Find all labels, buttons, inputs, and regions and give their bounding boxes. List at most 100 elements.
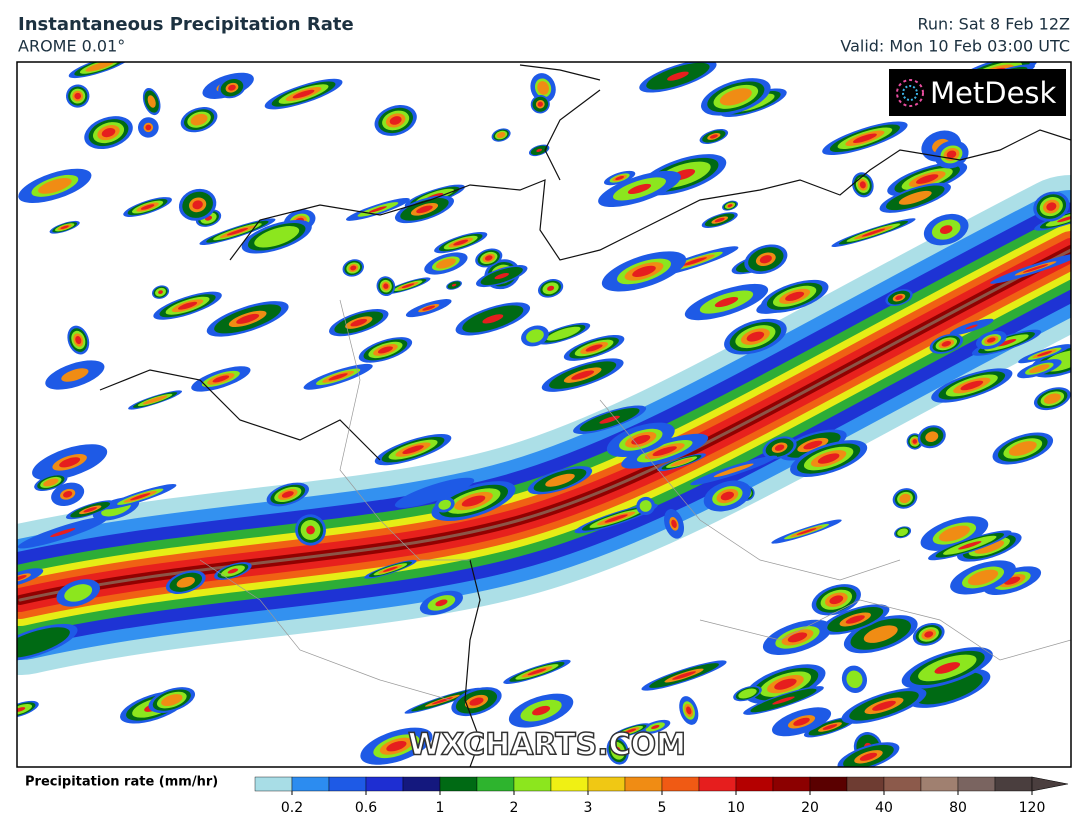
logo-mark xyxy=(896,79,924,107)
colorbar-arrow xyxy=(1031,776,1069,792)
precip-cell xyxy=(383,566,398,572)
precip-cell xyxy=(74,92,82,100)
colorbar-cell xyxy=(994,776,1033,792)
precip-cell xyxy=(416,205,433,214)
colorbar-tick-label: 0.2 xyxy=(281,800,303,816)
precip-cell xyxy=(774,444,785,451)
colorbar-cell xyxy=(624,776,663,792)
precip-cell xyxy=(817,453,840,464)
precip-cell xyxy=(1046,202,1057,211)
precip-cell xyxy=(859,181,866,189)
precip-cell xyxy=(438,499,452,510)
precip-cell xyxy=(672,671,696,680)
precip-cell xyxy=(714,296,739,308)
precip-cell xyxy=(140,204,155,210)
colorbar-cell xyxy=(365,776,404,792)
precip-cell xyxy=(895,295,903,300)
precip-cell xyxy=(64,584,93,602)
colorbar-cell xyxy=(772,776,811,792)
precip-cell xyxy=(377,346,393,354)
colorbar: 0.2 0.6 1 2 3 5 10 20 40 80 120 xyxy=(254,776,1069,816)
colorbar-cell xyxy=(328,776,367,792)
precip-cell xyxy=(526,329,544,343)
precip-cell xyxy=(793,717,810,726)
colorbar-tick-label: 5 xyxy=(658,800,667,816)
precip-cell xyxy=(859,752,878,761)
precip-cell xyxy=(328,373,348,381)
precip-cell xyxy=(846,670,863,689)
precip-cell xyxy=(958,541,982,550)
precip-cell xyxy=(545,473,575,487)
precip-cell xyxy=(212,375,230,383)
precip-cell xyxy=(236,313,260,324)
colorbar-cell xyxy=(476,776,515,792)
title: Instantaneous Precipitation Rate xyxy=(18,14,354,35)
precip-cell xyxy=(401,283,415,289)
precip-cell xyxy=(368,206,387,213)
precip-cell xyxy=(38,178,72,194)
colorbar-cell xyxy=(920,776,959,792)
colorbar-tick-label: 10 xyxy=(727,800,745,816)
precip-cell xyxy=(383,283,389,289)
precip-cell xyxy=(960,380,984,391)
precip-cell xyxy=(652,446,677,457)
precip-cell xyxy=(615,176,625,181)
precip-cell xyxy=(192,200,203,210)
precip-cell xyxy=(774,678,797,690)
precip-cell xyxy=(254,226,300,248)
colorbar-cell xyxy=(254,776,293,792)
precip-cell xyxy=(394,477,475,508)
precip-band xyxy=(18,248,1071,602)
precip-cell xyxy=(422,305,436,311)
precip-cell xyxy=(604,514,628,523)
precip-cell xyxy=(63,491,73,498)
colorbar-cell xyxy=(957,776,996,792)
precip-cell xyxy=(147,95,156,108)
precip-cell xyxy=(532,705,551,716)
precip-cell xyxy=(720,491,734,501)
precip-cell xyxy=(803,440,823,450)
borders xyxy=(199,299,1071,701)
precip-cell xyxy=(435,258,456,269)
precip-cell xyxy=(759,255,772,264)
colorbar-tick-label: 80 xyxy=(949,800,967,816)
precip-cell xyxy=(631,434,651,445)
precip-cell xyxy=(714,217,725,223)
precip-cell xyxy=(61,368,89,382)
map-frame xyxy=(16,61,1072,768)
precip-cell xyxy=(43,478,59,487)
precip-cell xyxy=(709,134,718,139)
precip-cell xyxy=(50,528,76,538)
precip-cell xyxy=(83,507,97,513)
precip-cell xyxy=(494,272,509,280)
valid-time: Valid: Mon 10 Feb 03:00 UTC xyxy=(840,37,1070,56)
precip-cell xyxy=(306,525,315,535)
watermark: WXCHARTS.COM xyxy=(408,728,686,763)
precip-cell xyxy=(632,265,656,278)
precip-cell xyxy=(899,493,911,504)
precip-cell xyxy=(389,116,402,125)
precip-cell xyxy=(974,540,1005,554)
colorbar-tick-label: 120 xyxy=(1019,800,1046,816)
precip-cell xyxy=(898,190,932,205)
precip-cell xyxy=(946,150,957,159)
precip-cell xyxy=(177,301,198,310)
precip-cell xyxy=(536,148,543,152)
precip-cell xyxy=(1029,364,1050,374)
precip-cell xyxy=(482,314,504,324)
precip-cell xyxy=(625,728,637,733)
precip-cell xyxy=(727,204,733,208)
precip-cell xyxy=(1037,351,1052,357)
colorbar-cell xyxy=(402,776,441,792)
precip-cell xyxy=(787,632,808,643)
precip-cell xyxy=(228,84,236,91)
precip-cell xyxy=(934,662,961,674)
precip-cell xyxy=(386,741,407,752)
precip-cell xyxy=(453,239,469,246)
precip-cell xyxy=(987,337,996,343)
precip-cell xyxy=(967,569,999,586)
precip-cell xyxy=(829,595,844,605)
precip-cell xyxy=(863,625,898,643)
precip-cell xyxy=(639,500,652,512)
